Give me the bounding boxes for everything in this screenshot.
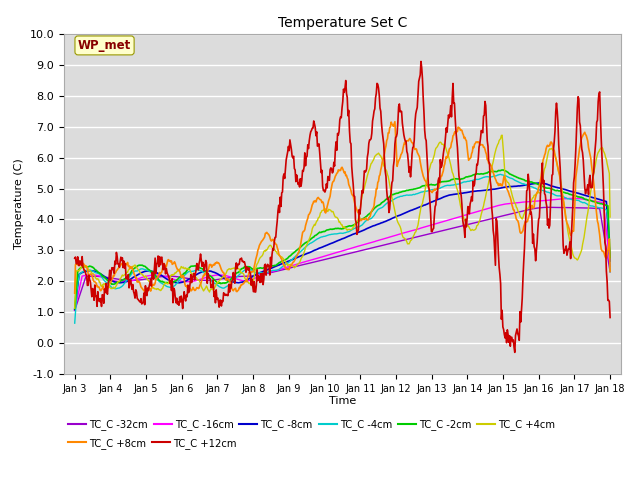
Line: TC_C -8cm: TC_C -8cm: [75, 183, 610, 310]
TC_C +4cm: [136, 268, 143, 274]
TC_C -4cm: [136, 267, 143, 273]
TC_C +4cm: [499, 132, 506, 138]
TC_C -2cm: [190, 263, 198, 269]
TC_C +4cm: [71, 305, 79, 311]
Y-axis label: Temperature (C): Temperature (C): [14, 158, 24, 250]
TC_C +4cm: [423, 177, 431, 183]
TC_C -32cm: [81, 278, 88, 284]
TC_C -16cm: [423, 223, 431, 229]
Line: TC_C -32cm: TC_C -32cm: [75, 207, 610, 311]
TC_C -8cm: [423, 201, 431, 207]
TC_C -4cm: [423, 188, 431, 194]
TC_C -8cm: [71, 307, 79, 312]
TC_C -4cm: [606, 269, 614, 275]
Legend: TC_C +8cm, TC_C +12cm: TC_C +8cm, TC_C +12cm: [64, 434, 241, 453]
Line: TC_C +8cm: TC_C +8cm: [75, 122, 610, 293]
Line: TC_C +4cm: TC_C +4cm: [75, 135, 610, 308]
TC_C +8cm: [136, 279, 143, 285]
TC_C -2cm: [81, 264, 88, 269]
TC_C +8cm: [218, 268, 226, 274]
TC_C -16cm: [71, 307, 79, 313]
TC_C +8cm: [71, 290, 79, 296]
TC_C -16cm: [408, 228, 415, 234]
TC_C -2cm: [423, 182, 431, 188]
Line: TC_C -2cm: TC_C -2cm: [75, 170, 610, 309]
TC_C -4cm: [408, 192, 415, 198]
TC_C +12cm: [417, 59, 425, 64]
TC_C -32cm: [423, 231, 431, 237]
Line: TC_C -16cm: TC_C -16cm: [75, 198, 610, 310]
TC_C -8cm: [136, 271, 143, 276]
TC_C -32cm: [218, 276, 226, 282]
TC_C +12cm: [81, 268, 88, 274]
TC_C +12cm: [606, 315, 614, 321]
TC_C +4cm: [218, 274, 226, 280]
TC_C +12cm: [136, 299, 143, 304]
TC_C -8cm: [190, 274, 198, 279]
TC_C -32cm: [408, 235, 415, 241]
TC_C -4cm: [71, 320, 79, 326]
TC_C +4cm: [408, 237, 415, 243]
TC_C -32cm: [190, 276, 198, 282]
TC_C +8cm: [408, 140, 416, 145]
TC_C -16cm: [136, 276, 143, 281]
TC_C -32cm: [545, 204, 552, 210]
Title: Temperature Set C: Temperature Set C: [278, 16, 407, 30]
TC_C -2cm: [71, 306, 79, 312]
TC_C -4cm: [497, 171, 504, 177]
TC_C -32cm: [71, 308, 79, 313]
TC_C -8cm: [218, 274, 226, 280]
Line: TC_C -4cm: TC_C -4cm: [75, 174, 610, 323]
TC_C -2cm: [606, 255, 614, 261]
TC_C -4cm: [190, 268, 198, 274]
TC_C -32cm: [136, 277, 143, 283]
TC_C -2cm: [218, 280, 226, 286]
TC_C -2cm: [408, 187, 415, 192]
TC_C +12cm: [218, 298, 226, 304]
TC_C +12cm: [424, 166, 431, 172]
TC_C +8cm: [81, 263, 88, 268]
TC_C +4cm: [81, 264, 88, 270]
TC_C -16cm: [606, 264, 614, 269]
TC_C -8cm: [408, 207, 415, 213]
Text: WP_met: WP_met: [78, 39, 131, 52]
TC_C -8cm: [606, 258, 614, 264]
TC_C +8cm: [606, 269, 614, 275]
TC_C +12cm: [71, 255, 79, 261]
TC_C -16cm: [190, 278, 198, 284]
TC_C -32cm: [606, 269, 614, 275]
TC_C +8cm: [391, 119, 399, 125]
TC_C +4cm: [190, 272, 198, 278]
TC_C -2cm: [499, 167, 507, 173]
TC_C +4cm: [606, 214, 614, 220]
TC_C +12cm: [190, 270, 198, 276]
TC_C +12cm: [408, 165, 415, 171]
TC_C +8cm: [424, 182, 431, 188]
X-axis label: Time: Time: [329, 396, 356, 406]
TC_C -16cm: [81, 273, 88, 278]
TC_C -4cm: [218, 285, 226, 291]
TC_C -16cm: [568, 195, 576, 201]
TC_C -8cm: [81, 269, 88, 275]
TC_C -4cm: [81, 268, 88, 274]
TC_C +8cm: [190, 286, 198, 292]
TC_C -2cm: [136, 262, 143, 268]
TC_C -16cm: [218, 272, 226, 278]
Line: TC_C +12cm: TC_C +12cm: [75, 61, 610, 352]
TC_C +12cm: [511, 349, 518, 355]
TC_C -8cm: [537, 180, 545, 186]
